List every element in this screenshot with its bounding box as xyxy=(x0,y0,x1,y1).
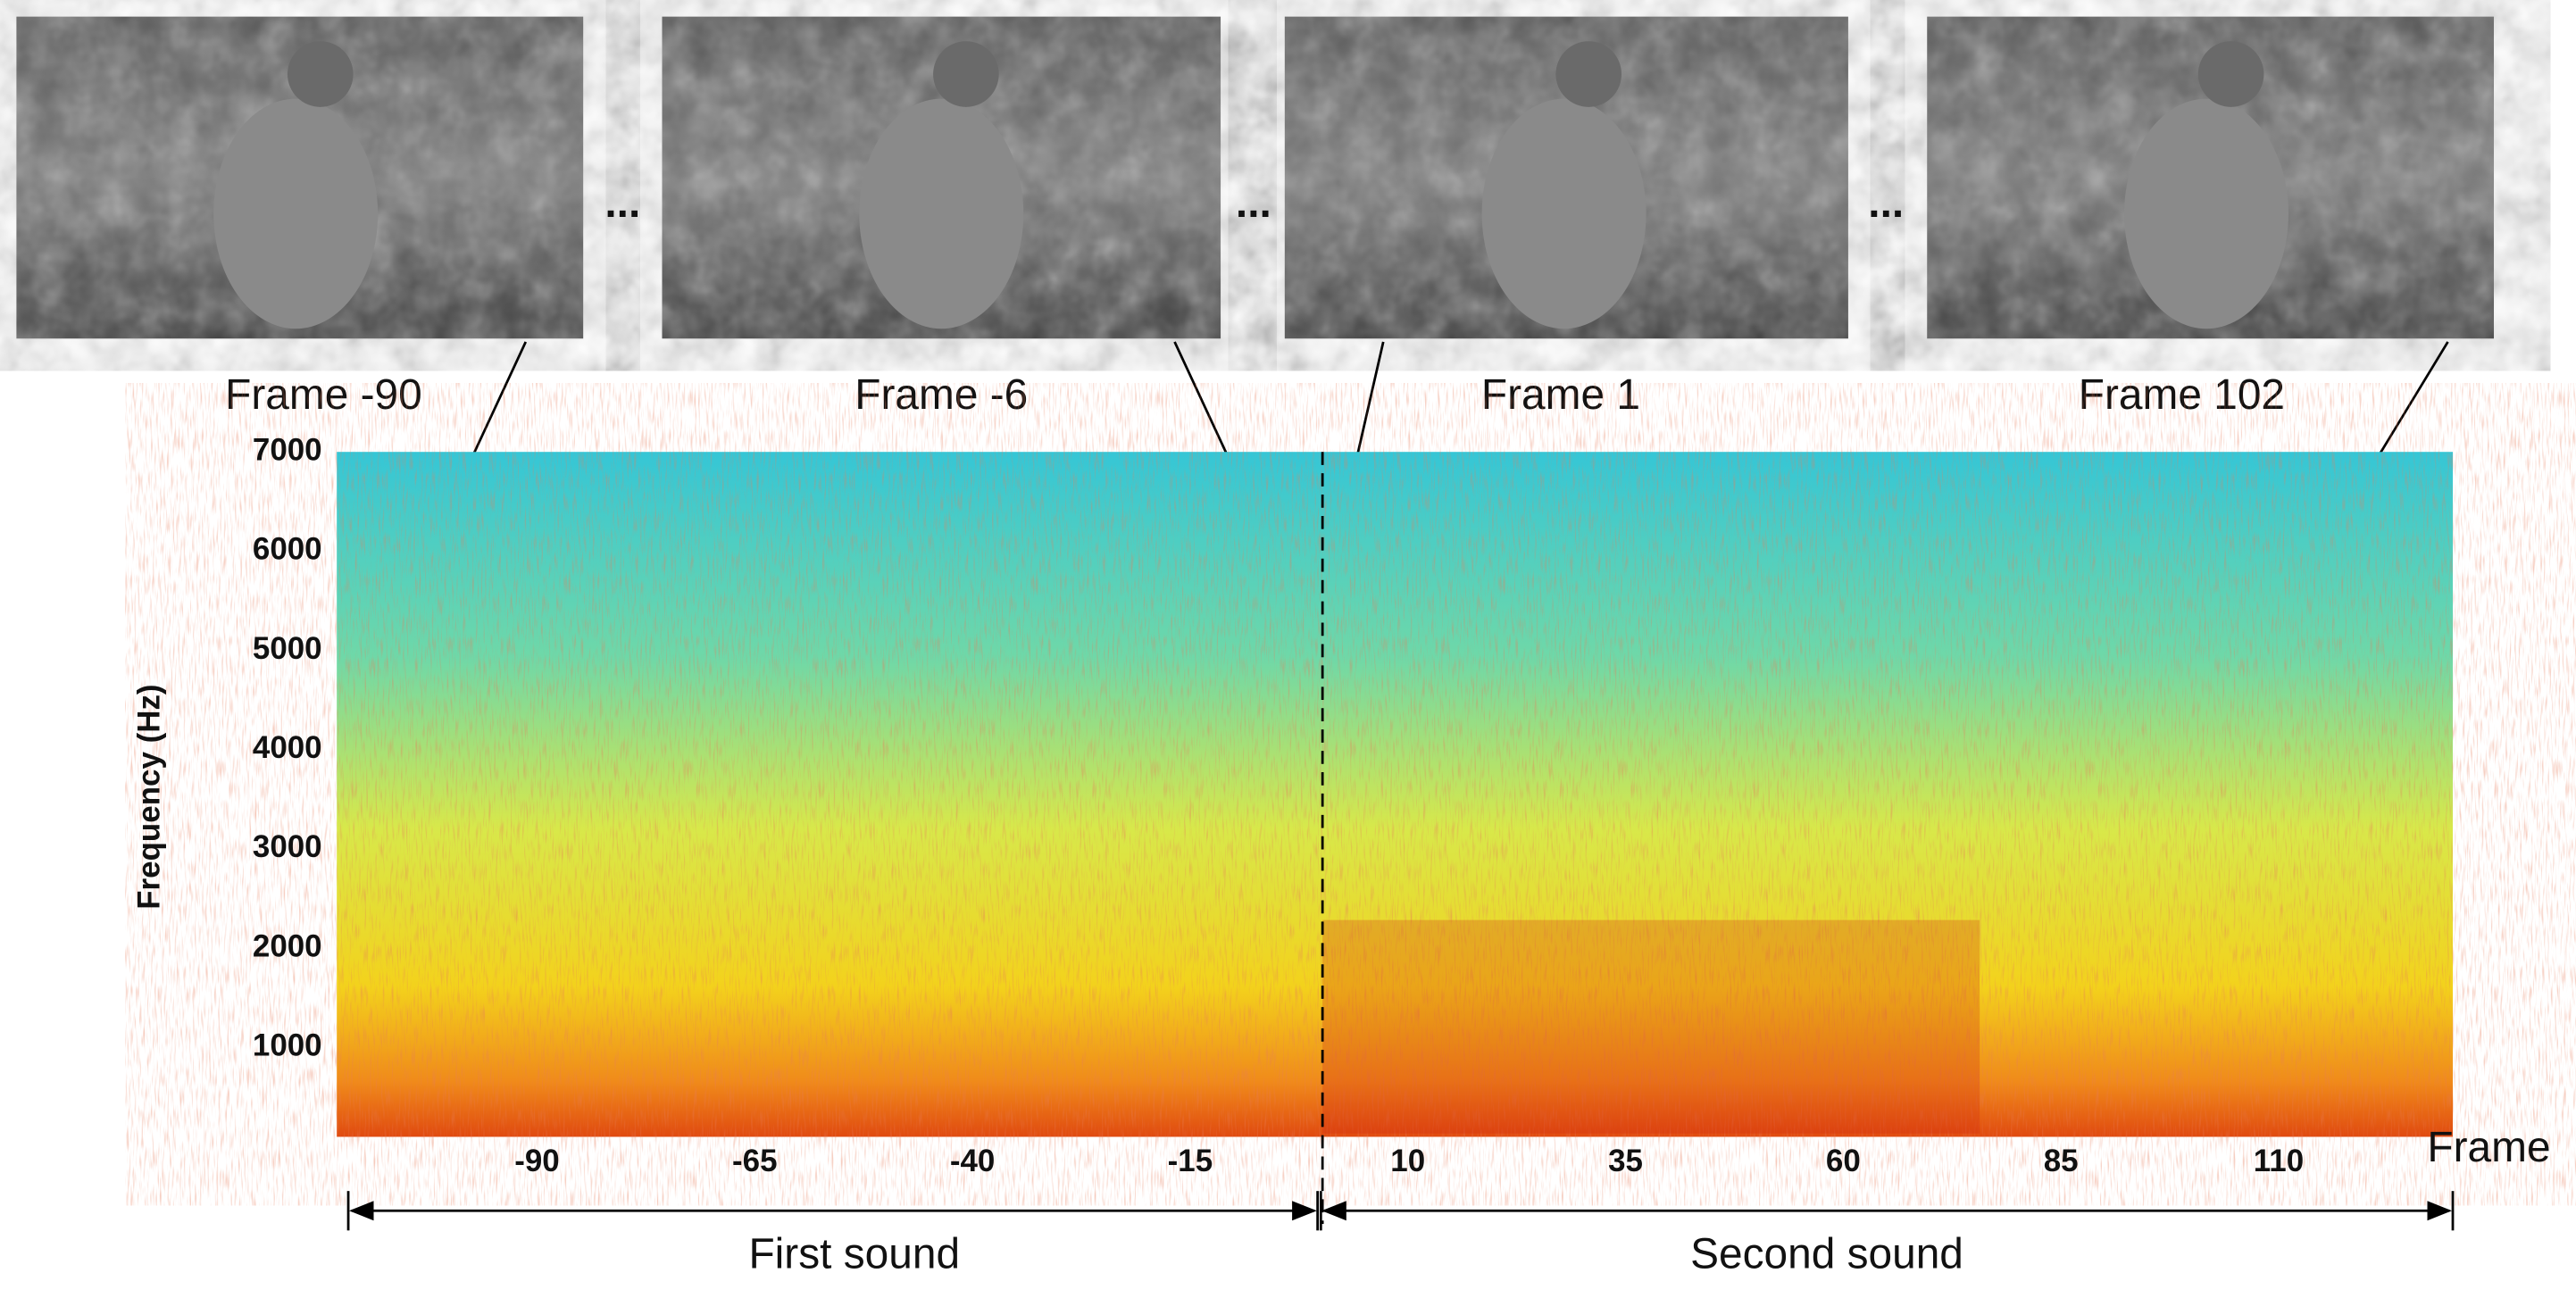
y-tick-label: 6000 xyxy=(253,532,322,567)
figure-silhouette xyxy=(2124,98,2289,329)
segment-label: First sound xyxy=(748,1230,960,1277)
y-tick-label: 7000 xyxy=(253,432,322,467)
x-tick-label: 10 xyxy=(1390,1144,1425,1178)
ellipsis: ... xyxy=(1236,179,1271,227)
spectrogram-texture xyxy=(337,452,2454,1137)
speech-energy xyxy=(1322,919,1980,1134)
x-tick-label: -90 xyxy=(514,1144,560,1178)
segment-label: Second sound xyxy=(1690,1230,1963,1277)
y-tick-label: 3000 xyxy=(253,829,322,864)
figure-head xyxy=(287,41,354,107)
x-tick-label: -65 xyxy=(732,1144,778,1178)
ellipsis: ... xyxy=(1868,179,1904,227)
ellipsis: ... xyxy=(604,179,640,227)
frame-label: Frame -6 xyxy=(854,371,1028,419)
x-tick-label: 60 xyxy=(1826,1144,1861,1178)
frame-label: Frame -90 xyxy=(225,371,422,419)
frame-label: Frame 1 xyxy=(1481,371,1640,419)
x-tick-label: 85 xyxy=(2044,1144,2079,1178)
y-axis-label: Frequency (Hz) xyxy=(132,684,167,909)
x-tick-label: -15 xyxy=(1168,1144,1213,1178)
figure-head xyxy=(933,41,999,107)
figure-head xyxy=(1555,41,1622,107)
figure-silhouette xyxy=(213,98,379,329)
frames: Frame -90 Frame -6 Frame 1 Frame 102.......… xyxy=(16,16,2495,575)
y-tick-label: 4000 xyxy=(253,730,322,765)
figure-head xyxy=(2197,41,2264,107)
x-tick-label: -40 xyxy=(950,1144,995,1178)
figure-silhouette xyxy=(1481,98,1646,329)
figure-silhouette xyxy=(859,98,1024,329)
frame-label: Frame 102 xyxy=(2079,371,2285,419)
y-tick-label: 2000 xyxy=(253,928,322,963)
x-tick-label: 35 xyxy=(1608,1144,1643,1178)
y-tick-label: 5000 xyxy=(253,631,322,666)
spectrogram: 1000 2000 3000 4000 5000 6000 7000 -90 -65 -40 -15… xyxy=(132,432,2551,1277)
x-axis-label: Frame xyxy=(2427,1124,2550,1171)
y-tick-label: 1000 xyxy=(253,1028,322,1063)
x-tick-label: 110 xyxy=(2254,1144,2304,1178)
